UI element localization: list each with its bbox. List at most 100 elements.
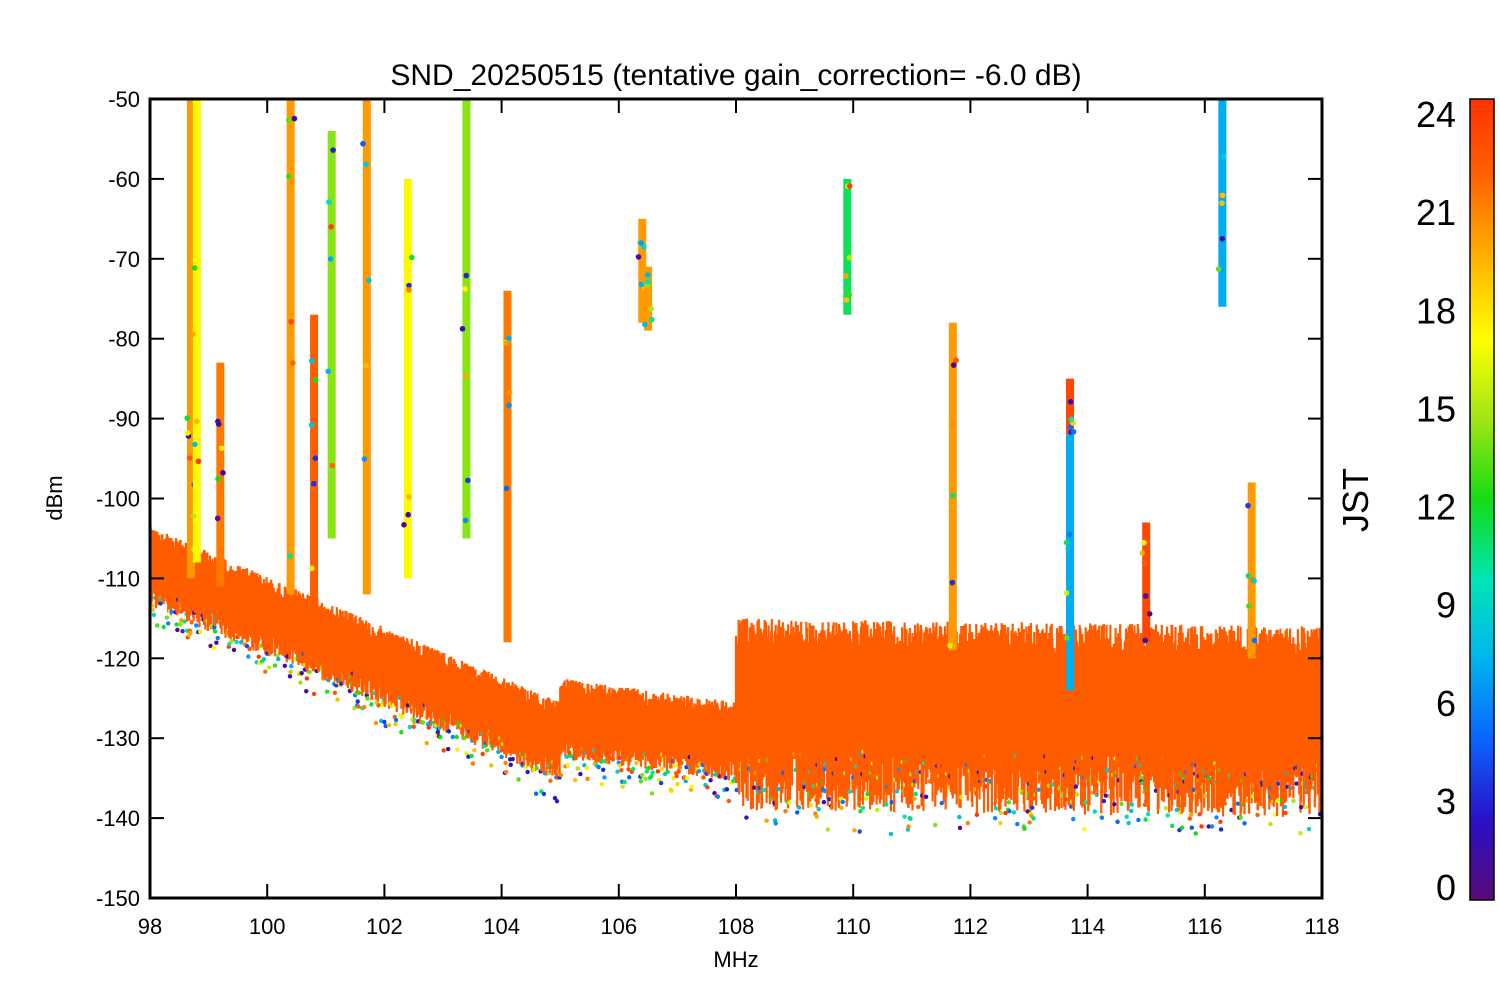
floor-low-point <box>783 809 788 814</box>
peak-point <box>329 462 336 469</box>
floor-low-point <box>1235 801 1241 806</box>
peak-point <box>191 265 198 271</box>
floor-low-point <box>617 755 622 760</box>
floor-low-point <box>1115 819 1120 824</box>
peak-point <box>406 287 412 293</box>
peak-point <box>1070 429 1077 435</box>
floor-low-point <box>424 740 429 746</box>
floor-low-point <box>684 776 690 781</box>
colorbar-tick-label: 6 <box>1436 683 1456 724</box>
floor-low-point <box>1218 819 1223 824</box>
x-axis-label: MHz <box>713 947 758 972</box>
floor-low-point <box>630 766 636 772</box>
floor-low-point <box>620 784 625 789</box>
peak-point <box>290 360 296 366</box>
peak-point <box>1142 593 1149 599</box>
floor-low-point <box>472 747 477 753</box>
floor-low-point <box>164 615 170 620</box>
x-tick-label: 108 <box>718 914 755 939</box>
peak-point <box>184 415 191 421</box>
floor-low-point <box>974 812 980 817</box>
floor-low-point <box>752 785 757 790</box>
floor-low-point <box>649 791 655 796</box>
floor-low-point <box>1283 810 1288 816</box>
floor-low-point <box>852 828 857 833</box>
peak-point <box>288 318 294 325</box>
floor-low-point <box>646 765 651 771</box>
floor-low-point <box>1074 792 1080 797</box>
floor-low-point <box>525 769 530 775</box>
floor-low-point <box>1298 830 1303 836</box>
floor-low-point <box>634 760 639 766</box>
peak-point <box>286 553 293 559</box>
peak-2 <box>214 362 226 587</box>
peak-bar <box>638 218 647 323</box>
floor-low-point <box>1143 817 1148 822</box>
noise-floor-segment-0 <box>150 526 562 804</box>
y-tick-label: -80 <box>108 327 140 352</box>
peak-bar <box>1066 434 1075 691</box>
peak-bar <box>192 99 201 563</box>
floor-low-point <box>541 791 547 797</box>
peak-point <box>641 244 647 250</box>
floor-low-point <box>1112 802 1117 807</box>
x-tick-label: 112 <box>953 914 988 939</box>
peak-point <box>949 421 956 428</box>
peak-point <box>462 517 469 524</box>
floor-low-point <box>399 714 405 720</box>
peak-point <box>194 418 200 425</box>
floor-low-point <box>965 820 970 826</box>
floor-low-point <box>902 814 907 819</box>
floor-low-point <box>959 794 964 800</box>
floor-low-point <box>650 770 655 775</box>
floor-low-point <box>655 769 661 774</box>
floor-low-point <box>256 654 261 659</box>
peak-point <box>465 477 471 484</box>
floor-low-point <box>640 772 645 778</box>
floor-low-point <box>450 734 455 740</box>
peak-point <box>648 306 654 312</box>
peak-point <box>1146 611 1153 617</box>
floor-low-point <box>411 724 416 729</box>
y-tick-label: -150 <box>96 886 140 911</box>
floor-low-point <box>407 724 412 730</box>
peak-point <box>843 297 850 303</box>
floor-low-point <box>499 754 504 760</box>
peak-point <box>947 642 953 649</box>
floor-low-point <box>151 612 157 618</box>
floor-low-point <box>485 748 490 753</box>
floor-low-point <box>335 697 340 702</box>
floor-low-point <box>356 690 362 696</box>
peak-12 <box>843 178 853 315</box>
floor-low-point <box>356 704 361 709</box>
floor-low-point <box>864 796 869 801</box>
floor-low-point <box>178 622 183 627</box>
floor-low-point <box>715 794 720 799</box>
floor-low-point <box>615 769 620 774</box>
peak-point <box>638 281 645 288</box>
peak-point <box>406 493 412 500</box>
floor-low-point <box>1011 810 1017 815</box>
floor-low-point <box>208 643 213 649</box>
chart-title: SND_20250515 (tentative gain_correction=… <box>390 59 1081 92</box>
floor-low-point <box>212 629 218 634</box>
floor-low-point <box>287 674 293 679</box>
floor-low-point <box>510 756 515 762</box>
peak-point <box>1066 531 1073 538</box>
floor-low-point <box>796 805 802 810</box>
colorbar-tick-label: 24 <box>1416 94 1456 135</box>
floor-low-point <box>1193 831 1198 836</box>
peak-point <box>644 272 651 278</box>
floor-low-point <box>508 762 513 768</box>
floor-low-point <box>912 796 917 801</box>
floor-low-point <box>161 624 166 630</box>
peak-point <box>1141 539 1147 546</box>
peak-point <box>325 368 332 375</box>
peak-point <box>1063 539 1070 546</box>
floor-low-point <box>894 789 900 794</box>
floor-low-point <box>393 721 398 727</box>
peak-point <box>220 470 226 476</box>
peak-bar <box>403 178 412 579</box>
floor-low-point <box>244 643 250 649</box>
peak-point <box>327 256 334 262</box>
